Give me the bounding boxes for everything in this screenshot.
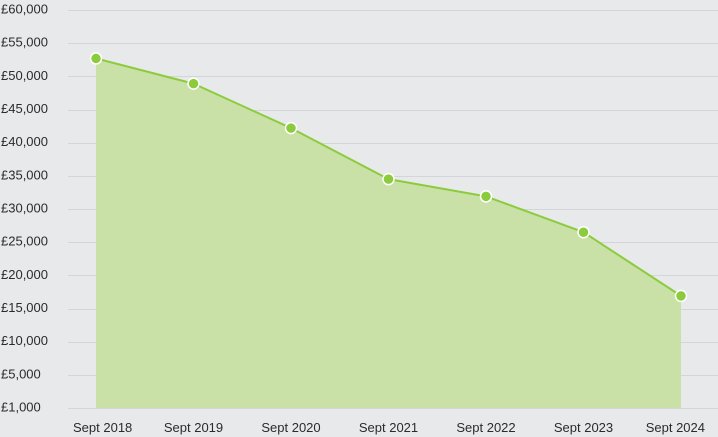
data-point[interactable]	[187, 77, 200, 90]
data-point[interactable]	[479, 190, 493, 203]
area-fill	[96, 58, 681, 408]
x-axis-tick-labels: Sept 2018 Sept 2019 Sept 2020 Sept 2021 Sept…	[73, 420, 705, 435]
x-tick-label: Sept 2022	[456, 420, 515, 435]
x-tick-label: Sept 2019	[164, 420, 223, 435]
y-axis-tick-labels: £60,000 £55,000 £50,000 £45,000 £40,000 £35,0…	[1, 1, 48, 414]
y-tick-label: £60,000	[1, 1, 48, 16]
data-point[interactable]	[89, 52, 103, 65]
y-tick-label: £40,000	[1, 134, 48, 149]
y-tick-label: £35,000	[1, 167, 48, 182]
y-tick-label: £20,000	[1, 267, 48, 282]
data-point[interactable]	[284, 121, 298, 135]
data-point[interactable]	[577, 225, 590, 239]
y-tick-label: £50,000	[1, 68, 48, 83]
x-tick-label: Sept 2018	[73, 420, 132, 435]
y-tick-label: £5,000	[1, 366, 41, 381]
x-tick-label: Sept 2024	[646, 420, 705, 435]
data-points-layer	[89, 52, 688, 303]
y-tick-label: £45,000	[1, 101, 48, 116]
y-tick-label: £10,000	[1, 333, 48, 348]
y-tick-label: £15,000	[1, 300, 48, 315]
x-tick-label: Sept 2023	[554, 420, 613, 435]
y-tick-label: £1,000	[1, 399, 41, 414]
area-fill-layer	[96, 58, 681, 408]
data-point[interactable]	[382, 172, 395, 186]
y-tick-label: £25,000	[1, 234, 48, 249]
y-tick-label: £55,000	[1, 35, 48, 50]
y-tick-label: £30,000	[1, 200, 48, 215]
data-point[interactable]	[674, 289, 688, 303]
x-tick-label: Sept 2021	[359, 420, 418, 435]
x-tick-label: Sept 2020	[261, 420, 320, 435]
